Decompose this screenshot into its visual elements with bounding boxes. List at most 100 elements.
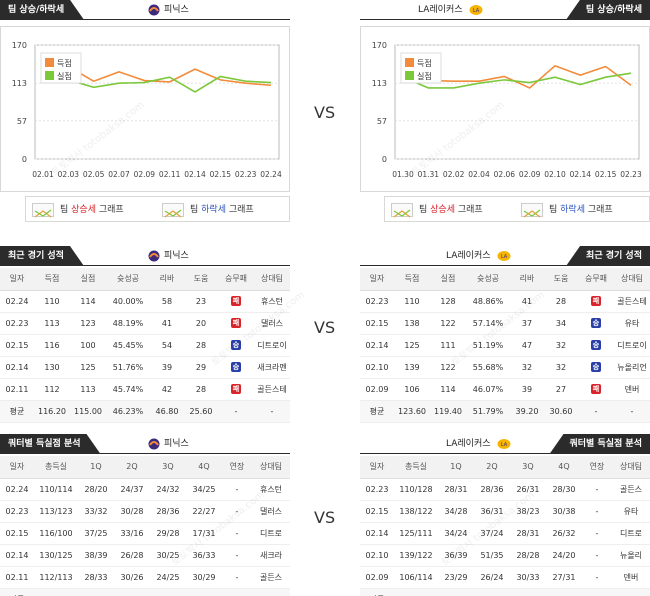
lakers-logo-icon: LA [497,438,511,450]
team-name-right: LA레이커스 LA [418,0,485,20]
table-header-row: 일자 득점 실점 슛성공 리바 도움 승무패 상대팀 [0,268,290,291]
quarter-cell: 35/33 [474,588,510,596]
quarter-cell: - [222,544,252,567]
points-cell: 113 [34,312,70,335]
recent-header-right: 최근 경기 성적 LA레이커스 LA [360,246,650,266]
opponent-cell: 골든스테 [254,378,290,401]
result-cell: 패 [218,290,254,313]
table-header-row: 일자 총득실 1Q 2Q 3Q 4Q 연장 상대팀 [0,456,290,479]
quarter-cell: - [222,478,252,501]
up-trend-icon [391,202,413,217]
quarter-cell: 24/25 [150,566,186,589]
win-badge-icon: 승 [591,340,601,350]
average-cell: - [218,400,254,423]
fg-cell: 40.00% [106,290,150,313]
opponent-cell: 뉴올리언 [614,356,650,379]
column-header: 일자 [360,456,394,479]
quarter-cell: 125/111 [394,522,438,545]
column-header: 승무패 [578,268,614,291]
legend-label: 득점 [57,58,72,68]
legend-down: 팀 하락세 그래프 [162,197,254,223]
team-name-left: 피닉스 [148,0,189,20]
allowed-cell: 122 [430,312,466,335]
quarter-cell: 28/20 [78,478,114,501]
column-header: 리바 [510,268,544,291]
result-cell: 승 [218,356,254,379]
column-header: 리바 [150,268,184,291]
table-row: 02.09 106 114 46.07% 39 27 패 덴버 [360,378,650,401]
legend-swatch [405,71,414,80]
points-cell: 106 [394,378,430,401]
win-badge-icon: 승 [231,340,241,350]
average-cell: - [614,400,650,423]
average-cell: 평균 [360,400,394,423]
loss-badge-icon: 패 [591,384,601,394]
quarter-cell: 30/26 [114,566,150,589]
column-header: 상대팀 [252,456,290,479]
quarter-cell: 02.24 [0,478,34,501]
quarter-cell: 112/113 [34,566,78,589]
loss-badge-icon: 패 [591,296,601,306]
fg-cell: 57.14% [466,312,510,335]
quarter-table-left: 일자 총득실 1Q 2Q 3Q 4Q 연장 상대팀 02.24 110/114 28/20 24/37… [0,456,290,596]
quarter-cell: 02.11 [0,566,34,589]
quarter-cell: - [582,500,612,523]
recent-title-left: 최근 경기 성적 [0,246,84,266]
x-tick-label: 01.30 [392,170,414,179]
quarter-cell: 02.14 [360,522,394,545]
quarter-cell: - [222,522,252,545]
fg-cell: 55.68% [466,356,510,379]
x-tick-label: 02.06 [494,170,516,179]
quarter-cell: 22/27 [186,500,222,523]
quarter-cell: 26/31 [510,478,546,501]
quarter-cell: 골든스 [252,566,290,589]
column-header: 2Q [114,456,150,479]
average-cell: 39.20 [510,400,544,423]
assist-cell: 28 [184,334,218,357]
up-trend-icon [32,202,54,217]
opponent-cell: 디트로이 [254,334,290,357]
quarter-cell: 30/27 [510,588,546,596]
column-header: 상대팀 [612,456,650,479]
quarter-cell: 30/38 [546,500,582,523]
quarter-cell: 02.23 [360,478,394,501]
quarter-cell: 새크라 [252,544,290,567]
column-header: 3Q [510,456,546,479]
column-header: 총득실 [394,456,438,479]
y-tick-label: 57 [17,117,27,126]
points-cell: 112 [34,378,70,401]
quarter-cell: - [222,500,252,523]
x-tick-label: 02.14 [184,170,206,179]
quarter-cell: - [582,522,612,545]
quarter-title-left: 쿼터별 득실점 분석 [0,434,101,454]
rebound-cell: 37 [510,312,544,335]
lakers-logo-icon: LA [469,4,483,16]
quarter-cell: 130/125 [34,544,78,567]
legend-swatch [45,71,54,80]
allowed-cell: 100 [70,334,106,357]
quarter-cell: 110/114 [34,478,78,501]
y-tick-label: 0 [22,155,27,164]
quarter-cell: 23/29 [438,566,474,589]
x-tick-label: 02.07 [108,170,130,179]
rebound-cell: 39 [150,356,184,379]
quarter-cell: - [612,588,650,596]
team-name-right-recent: LA레이커스 LA [446,246,513,266]
points-cell: 110 [34,290,70,313]
table-header-row: 일자 득점 실점 슛성공 리바 도움 승무패 상대팀 [360,268,650,291]
quarter-cell: 123/119 [394,588,438,596]
legend-up-right: 팀 상승세 그래프 [391,197,483,223]
result-cell: 패 [218,378,254,401]
suns-logo-icon [148,250,160,262]
column-header: 일자 [360,268,394,291]
column-header: 상대팀 [614,268,650,291]
quarter-cell: 30/28 [114,500,150,523]
quarter-cell: 34/25 [186,478,222,501]
column-header: 1Q [438,456,474,479]
x-tick-label: 02.14 [570,170,592,179]
average-row: 평균 116.20 115.00 46.23% 46.80 25.60- - [0,400,290,423]
x-tick-label: 02.11 [159,170,181,179]
